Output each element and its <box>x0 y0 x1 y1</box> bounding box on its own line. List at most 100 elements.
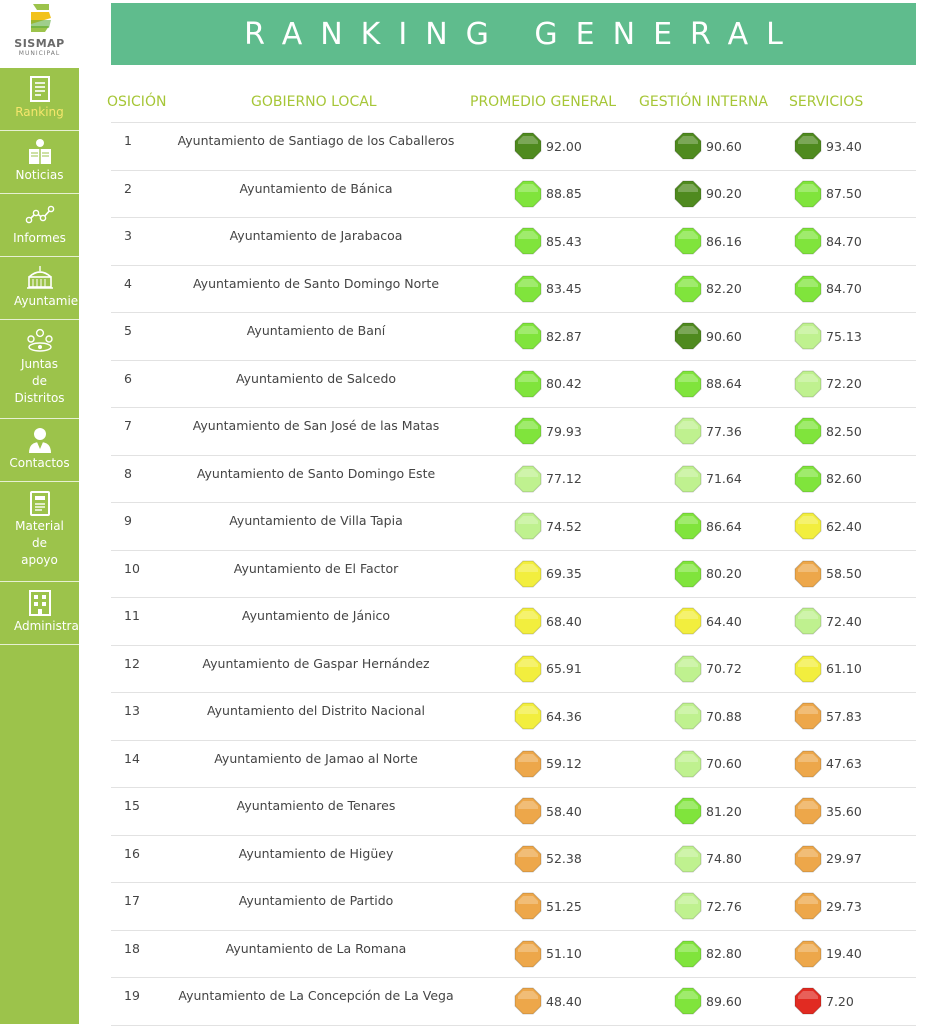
sidebar-item-noticias[interactable]: Noticias <box>0 131 79 194</box>
average-score-cell: 79.93 <box>513 417 582 445</box>
services-score-value: 57.83 <box>826 708 862 724</box>
column-header-services[interactable]: SERVICIOS <box>789 94 864 110</box>
internal-score-value: 90.60 <box>706 328 742 344</box>
sidebar-item-contactos[interactable]: Contactos <box>0 419 79 482</box>
table-row[interactable]: 9 Ayuntamiento de Villa Tapia 74.52 86.64 62… <box>111 503 916 551</box>
average-score-value: 85.43 <box>546 233 582 249</box>
sidebar-item-juntas[interactable]: Juntas de Distritos <box>0 320 79 419</box>
table-row[interactable]: 7 Ayuntamiento de San José de las Matas 79… <box>111 408 916 456</box>
government-name-cell: Ayuntamiento de Santo Domingo Norte <box>192 275 440 291</box>
score-indicator-icon <box>674 275 702 302</box>
services-score-value: 82.50 <box>826 423 862 439</box>
table-row[interactable]: 8 Ayuntamiento de Santo Domingo Este 77.12… <box>111 456 916 503</box>
table-row[interactable]: 5 Ayuntamiento de Baní 82.87 90.60 75.13 <box>111 313 916 361</box>
score-indicator-icon <box>794 132 822 160</box>
average-score-value: 64.36 <box>546 708 582 724</box>
table-row[interactable]: 15 Ayuntamiento de Tenares 58.40 81.20 35.60 <box>111 788 916 836</box>
column-header-government[interactable]: GOBIERNO LOCAL <box>251 94 377 110</box>
position-cell: 1 <box>124 133 132 148</box>
services-score-cell: 82.60 <box>793 465 862 492</box>
internal-score-value: 88.64 <box>706 376 742 391</box>
internal-score-value: 86.16 <box>706 233 742 249</box>
score-indicator-icon <box>674 417 702 445</box>
score-indicator-icon <box>674 607 702 635</box>
score-indicator-icon <box>794 940 822 967</box>
score-indicator-icon <box>674 892 702 920</box>
position-cell: 3 <box>124 228 132 243</box>
sidebar-item-label: Juntas de Distritos <box>14 357 65 405</box>
score-indicator-icon <box>674 560 702 587</box>
table-row[interactable]: 17 Ayuntamiento de Partido 51.25 72.76 29.73 <box>111 883 916 931</box>
brand-name: SISMAP <box>14 37 65 50</box>
internal-score-cell: 72.76 <box>673 892 742 920</box>
average-score-value: 88.85 <box>546 186 582 201</box>
services-score-cell: 82.50 <box>793 417 862 445</box>
government-name-cell: Ayuntamiento del Distrito Nacional <box>206 703 426 718</box>
table-row[interactable]: 16 Ayuntamiento de Higüey 52.38 74.80 29.97 <box>111 836 916 883</box>
table-row[interactable]: 6 Ayuntamiento de Salcedo 80.42 88.64 72.20 <box>111 361 916 408</box>
internal-score-cell: 80.20 <box>673 560 742 587</box>
table-row[interactable]: 13 Ayuntamiento del Distrito Nacional 64.3… <box>111 693 916 741</box>
score-indicator-icon <box>794 892 822 920</box>
services-score-value: 72.20 <box>826 376 862 391</box>
building-icon <box>25 263 55 293</box>
score-indicator-icon <box>674 227 702 255</box>
table-row[interactable]: 2 Ayuntamiento de Bánica 88.85 90.20 87.50 <box>111 171 916 218</box>
average-score-value: 74.52 <box>546 518 582 534</box>
average-score-value: 82.87 <box>546 328 582 344</box>
score-indicator-icon <box>514 275 542 302</box>
internal-score-value: 80.20 <box>706 566 742 581</box>
internal-score-value: 70.60 <box>706 756 742 771</box>
table-row[interactable]: 3 Ayuntamiento de Jarabacoa 85.43 86.16 84.7… <box>111 218 916 266</box>
office-building-icon <box>25 588 55 618</box>
table-row[interactable]: 1 Ayuntamiento de Santiago de los Caballe… <box>111 123 916 171</box>
sidebar-item-informes[interactable]: Informes <box>0 194 79 257</box>
table-row[interactable]: 14 Ayuntamiento de Jamao al Norte 59.12 70.… <box>111 741 916 788</box>
internal-score-value: 82.20 <box>706 281 742 296</box>
score-indicator-icon <box>674 322 702 350</box>
table-row[interactable]: 11 Ayuntamiento de Jánico 68.40 64.40 72.40 <box>111 598 916 646</box>
government-name-cell: Ayuntamiento de Salcedo <box>235 370 397 386</box>
sidebar-item-label: Noticias <box>15 168 64 182</box>
internal-score-value: 71.64 <box>706 471 742 486</box>
position-cell: 16 <box>124 845 140 861</box>
score-indicator-icon <box>514 227 542 255</box>
score-indicator-icon <box>514 987 542 1015</box>
table-row[interactable]: 4 Ayuntamiento de Santo Domingo Norte 83.4… <box>111 266 916 313</box>
sidebar-item-label: Contactos <box>9 456 70 470</box>
table-row[interactable]: 19 Ayuntamiento de La Concepción de La Ve… <box>111 978 916 1026</box>
position-cell: 12 <box>124 655 140 671</box>
services-score-cell: 75.13 <box>793 322 862 350</box>
score-indicator-icon <box>514 322 542 350</box>
internal-score-value: 64.40 <box>706 613 742 629</box>
sismap-logo[interactable]: SISMAP MUNICIPAL <box>0 0 79 68</box>
sidebar-item-material[interactable]: Material de apoyo <box>0 482 79 582</box>
table-row[interactable]: 10 Ayuntamiento de El Factor 69.35 80.20 58.… <box>111 551 916 598</box>
position-cell: 5 <box>124 323 132 338</box>
services-score-cell: 93.40 <box>793 132 862 160</box>
position-cell: 18 <box>124 940 140 956</box>
services-score-value: 82.60 <box>826 471 862 486</box>
position-cell: 8 <box>124 465 132 481</box>
table-row[interactable]: 18 Ayuntamiento de La Romana 51.10 82.80 19.… <box>111 931 916 978</box>
government-name-cell: Ayuntamiento de Santiago de los Caballer… <box>177 133 455 148</box>
sidebar-item-ayuntamie[interactable]: Ayuntamie <box>0 257 79 320</box>
government-name-cell: Ayuntamiento de Villa Tapia <box>229 513 403 528</box>
sidebar-nav: Ranking Noticias Informes Ayuntamie Juntas d… <box>0 68 79 645</box>
government-name-cell: Ayuntamiento de Bánica <box>239 180 393 196</box>
position-cell: 10 <box>124 560 140 576</box>
column-header-position[interactable]: OSICIÓN <box>107 94 167 110</box>
news-reader-icon <box>25 137 55 167</box>
sidebar-item-label: Administra <box>14 619 79 633</box>
group-icon <box>25 326 55 356</box>
table-row[interactable]: 12 Ayuntamiento de Gaspar Hernández 65.91 7… <box>111 646 916 693</box>
ranking-table: 1 Ayuntamiento de Santiago de los Caballe… <box>111 123 916 1026</box>
services-score-value: 84.70 <box>826 281 862 296</box>
position-cell: 2 <box>124 180 132 196</box>
score-indicator-icon <box>514 417 542 445</box>
column-header-average[interactable]: PROMEDIO GENERAL <box>470 94 617 110</box>
average-score-value: 58.40 <box>546 803 582 819</box>
sidebar-item-ranking[interactable]: Ranking <box>0 68 79 131</box>
sidebar-item-administra[interactable]: Administra <box>0 582 79 645</box>
column-header-internal[interactable]: GESTIÓN INTERNA <box>639 94 768 110</box>
